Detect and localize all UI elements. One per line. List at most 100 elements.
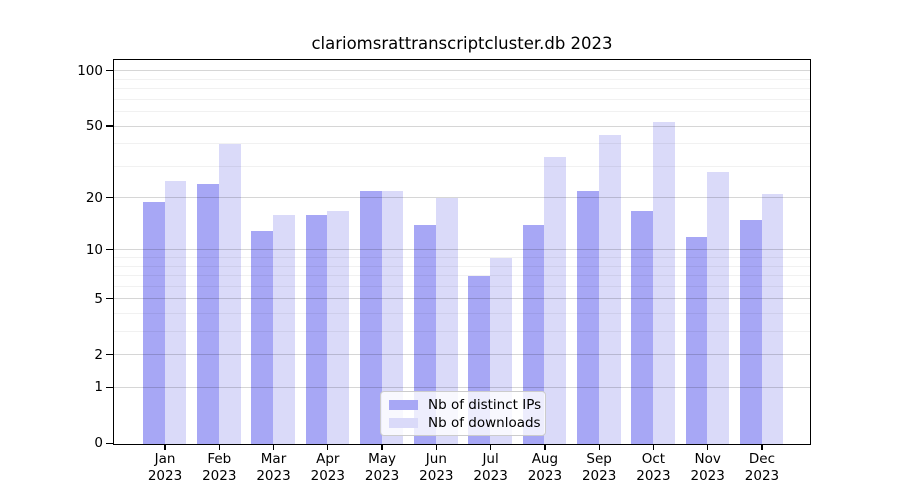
x-tick-month: Nov: [694, 451, 721, 467]
bar-distinct-ips: [251, 230, 274, 444]
bar-downloads: [544, 156, 567, 444]
x-tick-label: Jul 2023: [459, 451, 523, 484]
x-axis-tick: [707, 445, 709, 450]
bar-distinct-ips: [142, 202, 165, 444]
y-tick-label: 50: [85, 117, 103, 134]
x-tick-month: Feb: [207, 451, 232, 467]
gridline-minor: [114, 275, 810, 277]
bar-distinct-ips: [197, 184, 219, 444]
x-axis-tick: [544, 445, 546, 450]
gridline-minor: [114, 313, 810, 315]
gridline-minor: [114, 331, 810, 333]
y-axis-tick: [106, 354, 113, 356]
x-tick-month: Mar: [260, 451, 287, 467]
gridline-minor: [114, 265, 810, 267]
y-axis-tick: [106, 249, 113, 251]
x-tick-year: 2023: [364, 467, 400, 484]
legend: Nb of distinct IPs Nb of downloads: [380, 391, 546, 436]
gridline-minor: [114, 143, 810, 145]
x-tick-label: Sep 2023: [567, 451, 631, 484]
legend-label-distinct-ips: Nb of distinct IPs: [428, 396, 542, 413]
y-tick-label: 100: [77, 62, 103, 79]
gridline-minor: [114, 78, 810, 80]
bar-downloads: [653, 121, 675, 444]
x-tick-month: Oct: [641, 451, 666, 467]
bar-distinct-ips: [305, 215, 328, 444]
x-axis-tick: [761, 445, 763, 450]
x-tick-year: 2023: [636, 467, 671, 484]
bar-downloads: [327, 210, 350, 444]
x-axis-tick: [272, 445, 275, 450]
x-tick-label: Jun 2023: [404, 451, 468, 484]
bar-downloads: [273, 215, 295, 444]
x-tick-month: Jul: [482, 451, 499, 467]
bar-downloads: [761, 194, 784, 444]
y-axis-tick: [106, 298, 113, 300]
x-tick-label: Apr 2023: [296, 451, 360, 484]
gridline-minor: [114, 285, 810, 287]
y-tick-label: 1: [94, 379, 103, 396]
y-axis-tick: [106, 125, 113, 127]
x-tick-label: Nov 2023: [676, 451, 740, 484]
gridline-major: [114, 125, 810, 127]
x-axis-tick: [381, 445, 383, 450]
gridline-major: [114, 387, 810, 389]
x-tick-year: 2023: [581, 467, 617, 484]
plot-area: [113, 59, 811, 445]
gridline-major: [114, 70, 810, 72]
x-tick-month: Sep: [586, 451, 612, 467]
x-tick-month: Dec: [748, 451, 776, 467]
gridline-minor: [114, 111, 810, 113]
x-tick-year: 2023: [690, 467, 725, 484]
x-axis-tick: [489, 445, 492, 450]
y-axis-tick: [106, 386, 113, 389]
bar-downloads: [218, 144, 241, 444]
x-tick-label: May 2023: [350, 451, 414, 484]
legend-swatch-distinct-ips: [389, 399, 418, 410]
y-tick-label: 0: [94, 435, 103, 452]
x-tick-year: 2023: [744, 467, 780, 484]
x-tick-month: Aug: [531, 451, 559, 467]
x-tick-year: 2023: [147, 467, 183, 484]
x-tick-month: Jan: [154, 451, 176, 467]
legend-swatch-downloads: [389, 417, 418, 428]
x-tick-label: Mar 2023: [242, 451, 306, 484]
bar-distinct-ips: [522, 225, 545, 444]
legend-item-distinct-ips: Nb of distinct IPs: [389, 397, 541, 413]
gridline-minor: [114, 88, 810, 90]
y-tick-label: 5: [94, 290, 103, 307]
x-tick-label: Aug 2023: [513, 451, 577, 484]
x-axis-tick: [435, 445, 437, 450]
x-tick-label: Jan 2023: [133, 451, 197, 484]
x-axis-tick: [164, 445, 166, 450]
y-axis-tick: [106, 70, 113, 72]
gridline-major: [114, 197, 810, 199]
bar-distinct-ips: [631, 210, 654, 444]
x-tick-label: Oct 2023: [621, 451, 685, 484]
gridline-major: [114, 249, 810, 251]
legend-label-downloads: Nb of downloads: [428, 414, 541, 431]
gridline-major: [114, 298, 810, 300]
x-axis-tick: [598, 445, 600, 450]
x-tick-month: Jun: [425, 451, 447, 467]
y-tick-label: 2: [94, 346, 103, 363]
x-axis-tick: [327, 445, 329, 450]
bar-downloads: [164, 180, 187, 444]
x-axis-tick: [218, 445, 220, 450]
y-tick-label: 20: [85, 189, 103, 206]
bar-downloads: [707, 172, 730, 444]
gridline-minor: [114, 98, 810, 100]
gridline-minor: [114, 257, 810, 259]
x-tick-month: May: [368, 451, 397, 467]
gridline-major: [114, 354, 810, 356]
bar-downloads: [435, 198, 458, 444]
bar-distinct-ips: [414, 225, 436, 444]
gridline-minor: [114, 165, 810, 167]
chart-title: clariomsrattranscriptcluster.db 2023: [311, 34, 613, 53]
x-tick-month: Apr: [316, 451, 340, 467]
x-tick-year: 2023: [473, 467, 508, 484]
x-tick-year: 2023: [310, 467, 345, 484]
x-tick-label: Feb 2023: [187, 451, 251, 484]
bar-downloads: [598, 134, 621, 444]
